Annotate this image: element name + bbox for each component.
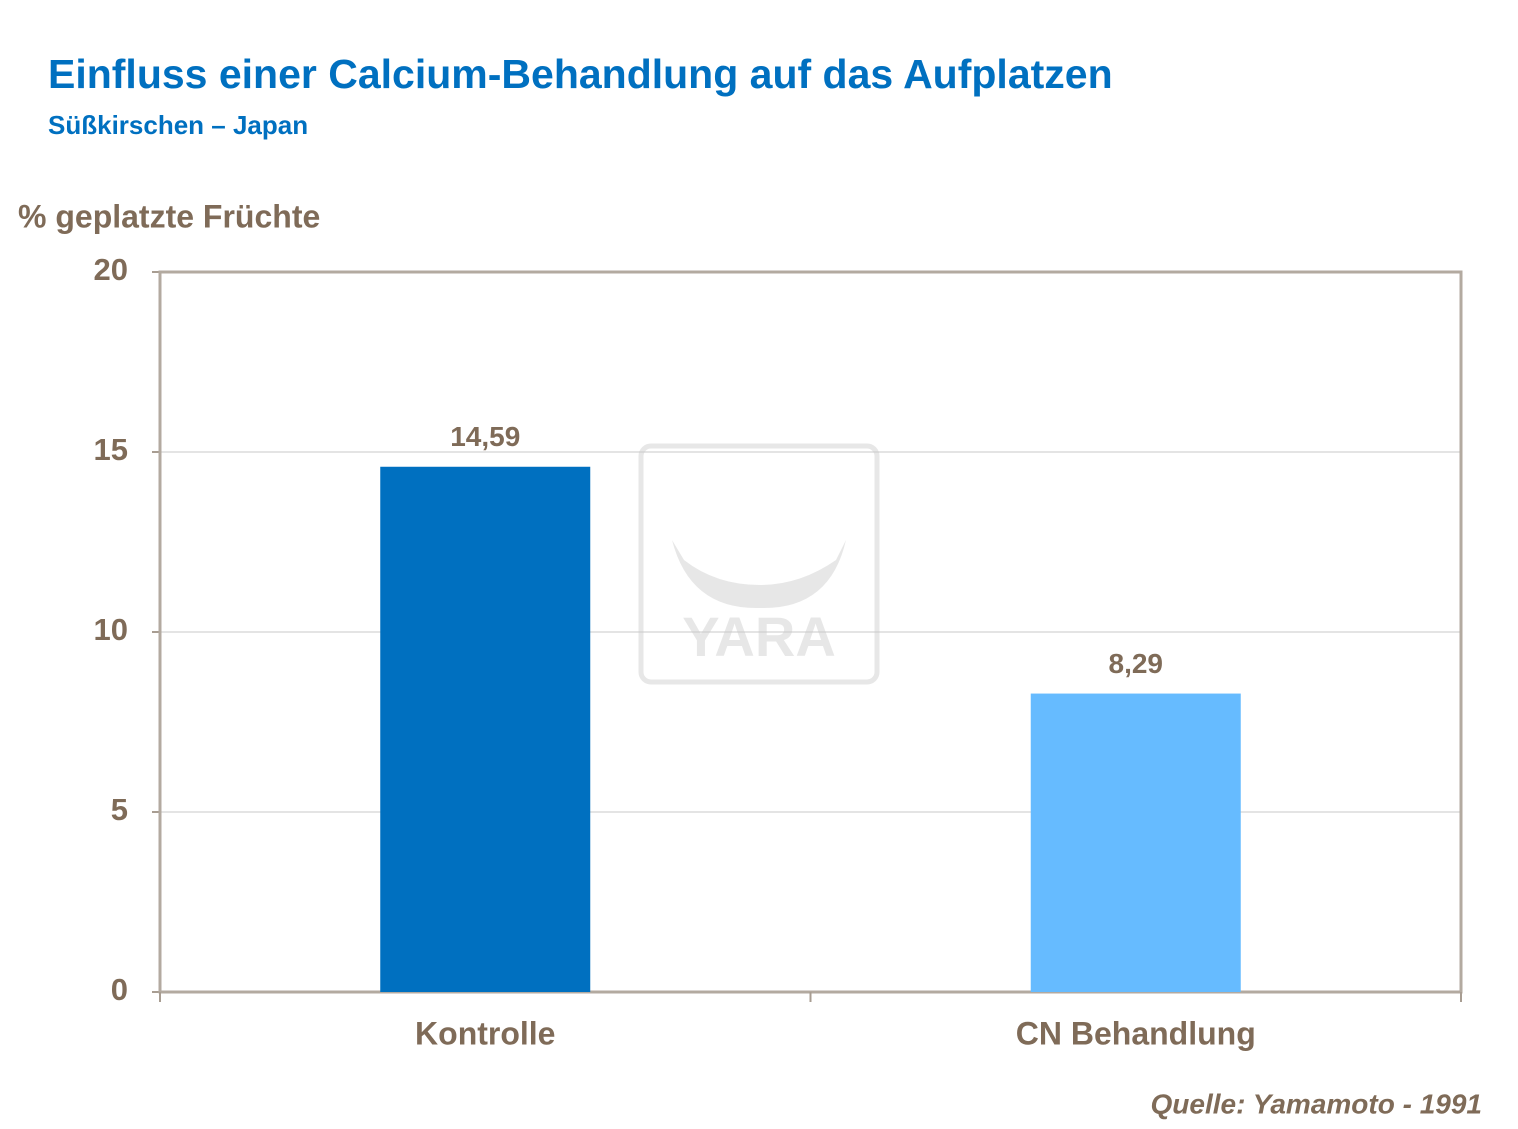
y-tick-label: 10 xyxy=(94,612,128,647)
watermark: YARA xyxy=(638,443,880,685)
y-tick-label: 0 xyxy=(111,972,128,1007)
watermark-frame xyxy=(638,443,880,685)
y-tick-label: 5 xyxy=(111,792,128,827)
watermark-text: YARA xyxy=(682,605,836,668)
y-axis-label: % geplatzte Früchte xyxy=(18,198,320,234)
x-tick-label: Kontrolle xyxy=(415,1015,555,1051)
y-tick-label: 15 xyxy=(94,432,128,467)
bar xyxy=(380,466,591,992)
bar xyxy=(1030,693,1241,992)
watermark-ship xyxy=(672,540,846,609)
source-note: Quelle: Yamamoto - 1991 xyxy=(1151,1088,1482,1119)
x-tick-label: CN Behandlung xyxy=(1016,1015,1256,1051)
chart-subtitle: Süßkirschen – Japan xyxy=(48,110,308,140)
value-label: 14,59 xyxy=(450,421,520,452)
value-label: 8,29 xyxy=(1109,648,1164,679)
chart-title: Einfluss einer Calcium-Behandlung auf da… xyxy=(48,51,1113,97)
y-tick-label: 20 xyxy=(94,252,128,287)
